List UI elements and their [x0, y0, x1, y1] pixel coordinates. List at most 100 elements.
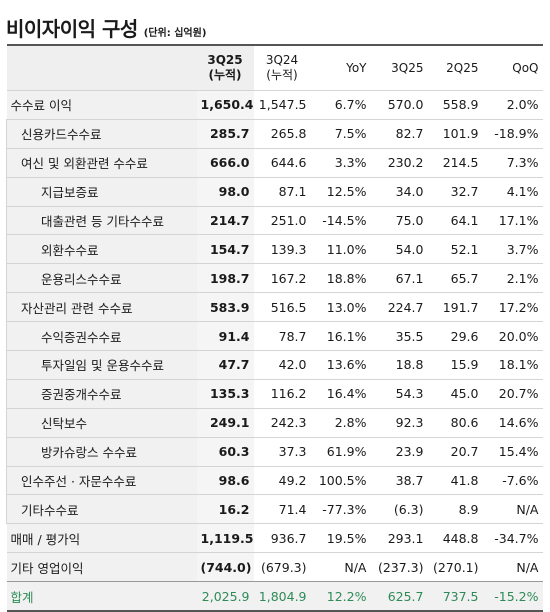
- cell-3q25: 224.7: [370, 292, 428, 322]
- row-label: 신용카드수수료: [6, 118, 197, 149]
- cell-2q25: 737.5: [427, 581, 483, 612]
- cell-3q25: 92.3: [370, 407, 428, 438]
- cell-3q25-cumulative: 2,025.9: [196, 581, 254, 612]
- cell-3q25-cumulative: 91.4: [196, 321, 254, 351]
- row-label: 수익증권수수료: [6, 321, 197, 351]
- cell-yoy: 12.2%: [310, 581, 371, 612]
- cell-3q24-cumulative: 87.1: [253, 176, 311, 207]
- cell-3q24-cumulative: 78.7: [253, 321, 311, 351]
- cell-3q24-cumulative: 1,804.9: [253, 581, 311, 612]
- cell-qoq: 15.4%: [482, 436, 543, 467]
- table-row: 기타 영업이익 (744.0) (679.3) N/A (237.3) (270.1) N/…: [6, 552, 543, 582]
- row-label: 수수료 이익: [6, 90, 197, 120]
- header-3q25-cumulative: 3Q25 (누적): [196, 44, 254, 91]
- table-row: 기타수수료 16.2 71.4 -77.3% (6.3) 8.9 N/A: [6, 494, 543, 524]
- cell-3q25: 54.0: [370, 234, 428, 264]
- table-body: 수수료 이익 1,650.4 1,547.5 6.7% 570.0 558.9 2.0% 신…: [6, 90, 543, 612]
- row-label: 자산관리 관련 수수료: [6, 292, 197, 322]
- cell-3q24-cumulative: 42.0: [253, 350, 311, 380]
- cell-2q25: 32.7: [427, 176, 483, 207]
- header-3q24-cumulative: 3Q24 (누적): [253, 44, 311, 91]
- cell-3q25-cumulative: 60.3: [196, 436, 254, 467]
- table-row: 자산관리 관련 수수료 583.9 516.5 13.0% 224.7 191.7 17.2…: [6, 292, 543, 322]
- cell-2q25: 45.0: [427, 378, 483, 409]
- cell-2q25: 29.6: [427, 321, 483, 351]
- cell-3q25-cumulative: (744.0): [196, 552, 254, 582]
- header-qoq: QoQ: [482, 44, 543, 91]
- table-row: 증권중개수수료 135.3 116.2 16.4% 54.3 45.0 20.7%: [6, 378, 543, 409]
- table-row: 여신 및 외환관련 수수료 666.0 644.6 3.3% 230.2 214.5 7.3…: [6, 147, 543, 178]
- cell-3q25-cumulative: 285.7: [196, 118, 254, 149]
- table-row: 외환수수료 154.7 139.3 11.0% 54.0 52.1 3.7%: [6, 234, 543, 264]
- cell-3q25: 18.8: [370, 350, 428, 380]
- cell-2q25: 20.7: [427, 436, 483, 467]
- cell-yoy: 6.7%: [310, 90, 371, 120]
- cell-3q25-cumulative: 154.7: [196, 234, 254, 264]
- cell-yoy: 16.1%: [310, 321, 371, 351]
- cell-yoy: 18.8%: [310, 263, 371, 293]
- table-row: 대출관련 등 기타수수료 214.7 251.0 -14.5% 75.0 64.1 17.1…: [6, 205, 543, 235]
- cell-3q25: 75.0: [370, 205, 428, 235]
- cell-2q25: 65.7: [427, 263, 483, 293]
- cell-qoq: 20.7%: [482, 378, 543, 409]
- header-label-cell: [6, 44, 197, 91]
- header-3q25: 3Q25: [370, 44, 428, 91]
- row-label: 외환수수료: [6, 234, 197, 264]
- cell-qoq: -34.7%: [482, 523, 543, 553]
- row-label: 인수주선 · 자문수수료: [6, 465, 197, 495]
- cell-3q24-cumulative: 644.6: [253, 147, 311, 178]
- cell-3q25-cumulative: 249.1: [196, 407, 254, 438]
- cell-3q25-cumulative: 98.6: [196, 465, 254, 495]
- cell-yoy: 13.0%: [310, 292, 371, 322]
- cell-yoy: 7.5%: [310, 118, 371, 149]
- cell-3q24-cumulative: 139.3: [253, 234, 311, 264]
- table-row: 매매 / 평가익 1,119.5 936.7 19.5% 293.1 448.8 -34.7…: [6, 523, 543, 553]
- cell-3q24-cumulative: (679.3): [253, 552, 311, 582]
- cell-2q25: 64.1: [427, 205, 483, 235]
- title-row: 비이자이익 구성 (단위: 십억원): [6, 0, 542, 44]
- row-label: 매매 / 평가익: [6, 523, 197, 553]
- cell-3q24-cumulative: 167.2: [253, 263, 311, 293]
- cell-2q25: 52.1: [427, 234, 483, 264]
- cell-qoq: 18.1%: [482, 350, 543, 380]
- cell-qoq: 4.1%: [482, 176, 543, 207]
- table-row: 인수주선 · 자문수수료 98.6 49.2 100.5% 38.7 41.8 -7.6%: [6, 465, 543, 495]
- table-row: 지급보증료 98.0 87.1 12.5% 34.0 32.7 4.1%: [6, 176, 543, 207]
- cell-yoy: 100.5%: [310, 465, 371, 495]
- cell-3q25: 54.3: [370, 378, 428, 409]
- cell-3q25-cumulative: 198.7: [196, 263, 254, 293]
- cell-qoq: N/A: [482, 494, 543, 524]
- cell-3q25: (237.3): [370, 552, 428, 582]
- table-row: 수익증권수수료 91.4 78.7 16.1% 35.5 29.6 20.0%: [6, 321, 543, 351]
- cell-3q24-cumulative: 116.2: [253, 378, 311, 409]
- cell-3q24-cumulative: 71.4: [253, 494, 311, 524]
- cell-yoy: N/A: [310, 552, 371, 582]
- cell-2q25: (270.1): [427, 552, 483, 582]
- row-label: 기타 영업이익: [6, 552, 197, 582]
- cell-3q24-cumulative: 49.2: [253, 465, 311, 495]
- table-row: 투자일임 및 운용수수료 47.7 42.0 13.6% 18.8 15.9 18.1%: [6, 350, 543, 380]
- table-row: 방카슈랑스 수수료 60.3 37.3 61.9% 23.9 20.7 15.4%: [6, 436, 543, 467]
- cell-3q25-cumulative: 666.0: [196, 147, 254, 178]
- cell-2q25: 8.9: [427, 494, 483, 524]
- cell-3q25-cumulative: 1,650.4: [196, 90, 254, 120]
- cell-2q25: 80.6: [427, 407, 483, 438]
- cell-3q25-cumulative: 16.2: [196, 494, 254, 524]
- cell-qoq: -18.9%: [482, 118, 543, 149]
- cell-yoy: 3.3%: [310, 147, 371, 178]
- cell-2q25: 15.9: [427, 350, 483, 380]
- cell-3q25: 23.9: [370, 436, 428, 467]
- cell-2q25: 101.9: [427, 118, 483, 149]
- cell-qoq: 20.0%: [482, 321, 543, 351]
- cell-3q25: 230.2: [370, 147, 428, 178]
- cell-3q25-cumulative: 135.3: [196, 378, 254, 409]
- table-row: 운용리스수수료 198.7 167.2 18.8% 67.1 65.7 2.1%: [6, 263, 543, 293]
- cell-2q25: 41.8: [427, 465, 483, 495]
- cell-3q25: 82.7: [370, 118, 428, 149]
- cell-yoy: -14.5%: [310, 205, 371, 235]
- cell-qoq: 17.1%: [482, 205, 543, 235]
- cell-yoy: 13.6%: [310, 350, 371, 380]
- cell-qoq: 7.3%: [482, 147, 543, 178]
- non-interest-income-table: 3Q25 (누적) 3Q24 (누적) YoY 3Q25 2Q25 QoQ 수수…: [6, 44, 543, 612]
